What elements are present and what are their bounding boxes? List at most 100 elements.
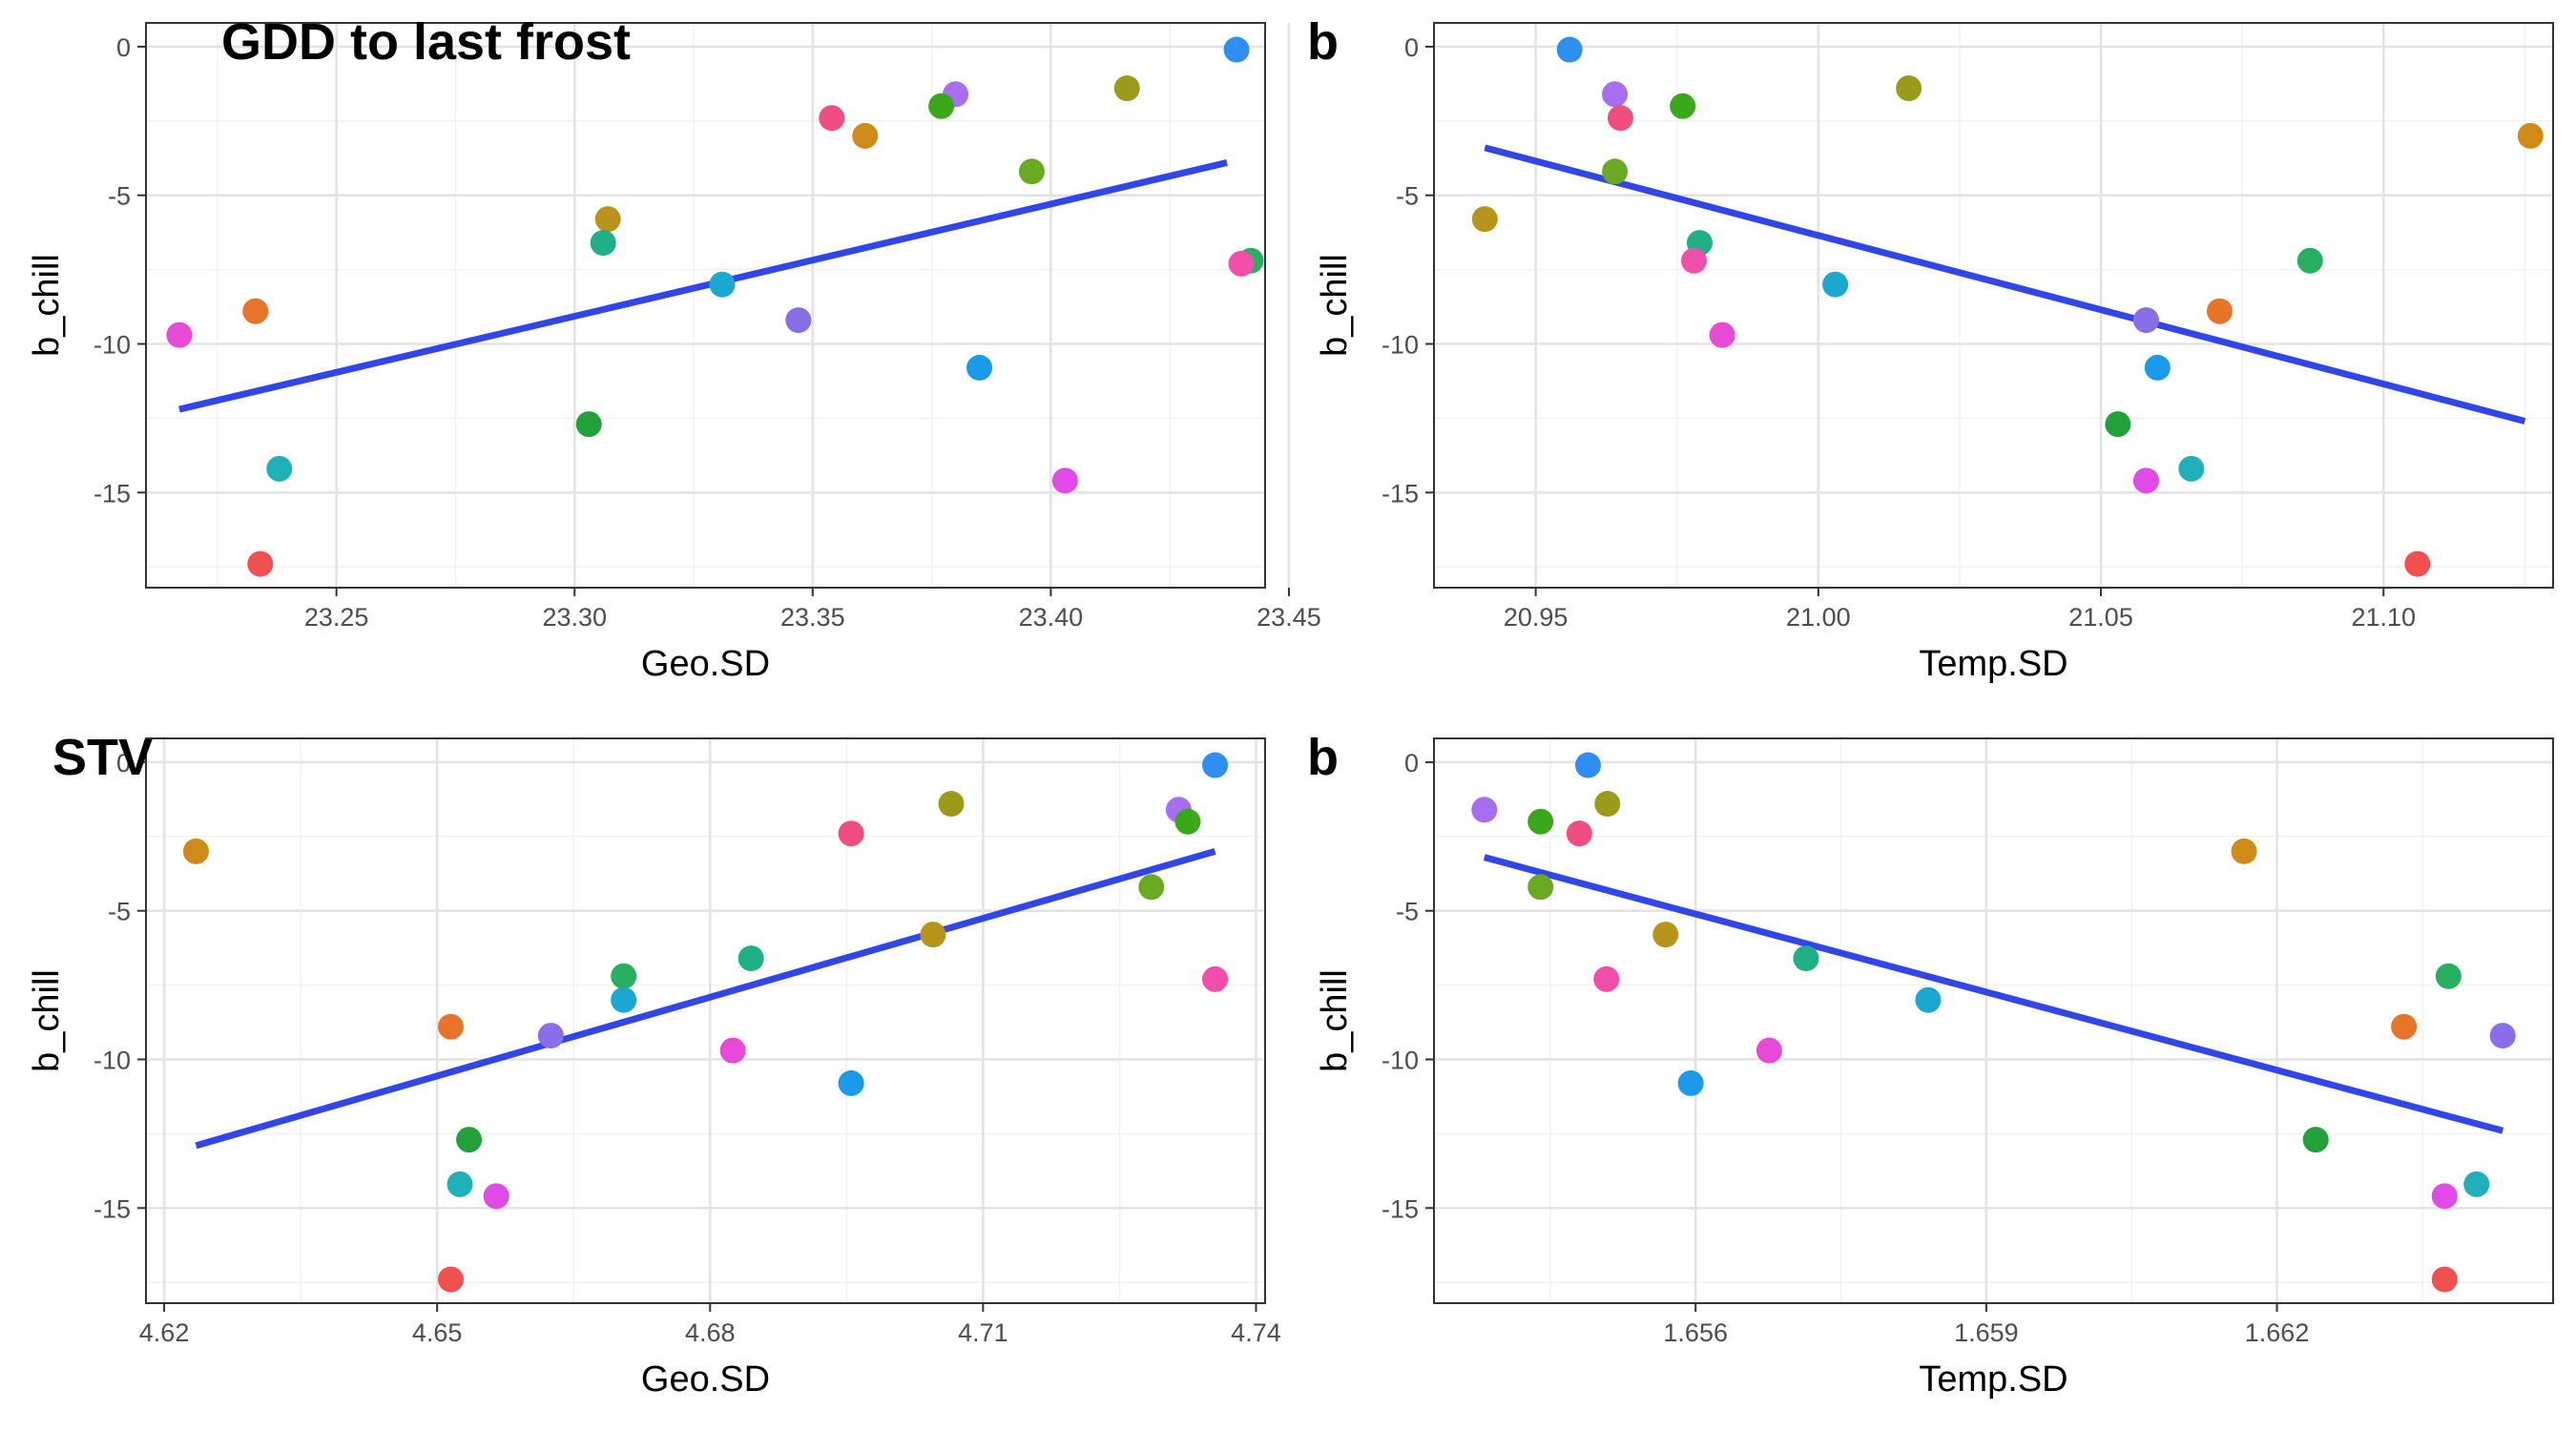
data-point <box>456 1127 483 1153</box>
x-tick-label: 4.71 <box>958 1318 1008 1347</box>
y-tick-label: 0 <box>1404 33 1419 62</box>
y-tick-label: -15 <box>93 1194 131 1223</box>
x-tick-label: 23.45 <box>1257 603 1321 632</box>
data-point <box>1681 247 1708 274</box>
data-point <box>928 93 955 119</box>
data-point <box>2489 1023 2516 1049</box>
data-point <box>852 122 879 149</box>
data-point <box>611 986 637 1013</box>
data-point <box>1223 36 1250 63</box>
panel-tag: STV <box>52 729 153 786</box>
data-point <box>1556 36 1583 63</box>
data-point <box>182 838 209 864</box>
data-point <box>1652 922 1679 948</box>
y-tick-label: -15 <box>1381 1194 1419 1223</box>
regression-line <box>1483 854 2504 1134</box>
data-point <box>611 963 637 989</box>
y-tick-label: -5 <box>108 898 131 926</box>
data-point <box>1593 965 1620 992</box>
data-point <box>1896 75 1922 102</box>
y-tick-label: -15 <box>1381 479 1419 508</box>
data-point <box>242 298 269 324</box>
x-tick-label: 23.35 <box>780 603 845 632</box>
panel-border <box>145 737 1266 1304</box>
chart-panel-1: 23.25 23.30 23.35 23.40 23.45 0 -5 -10 -15 Geo.SD… <box>27 13 1321 684</box>
y-tick-label: -10 <box>93 1047 131 1075</box>
data-point <box>2431 1266 2458 1293</box>
x-tick-label: 23.25 <box>304 603 369 632</box>
regression-line <box>178 159 1228 413</box>
data-point <box>1527 874 1554 901</box>
data-point <box>2391 1013 2418 1040</box>
data-point <box>2206 298 2233 324</box>
data-point <box>2296 247 2323 274</box>
x-axis-title: Temp.SD <box>1919 1359 2067 1400</box>
data-point <box>938 791 965 818</box>
data-point <box>1602 158 1629 185</box>
y-tick-label: 0 <box>116 749 131 778</box>
data-point <box>838 820 864 847</box>
panel-tag: b <box>1307 13 1339 71</box>
data-point <box>1574 752 1601 778</box>
x-axis-title: Geo.SD <box>641 1359 770 1400</box>
x-tick-label: 21.00 <box>1786 603 1851 632</box>
data-point <box>1113 75 1140 102</box>
data-point <box>594 206 621 233</box>
y-tick-label: -10 <box>1381 1047 1419 1075</box>
data-point <box>1471 797 1498 823</box>
regression-line <box>1484 144 2526 425</box>
data-point <box>2144 354 2171 381</box>
data-point <box>1915 986 1942 1013</box>
data-point <box>1051 467 1078 494</box>
data-point <box>1228 250 1255 277</box>
panel-border <box>1433 22 2554 589</box>
x-tick-label: 23.30 <box>542 603 607 632</box>
data-point <box>2404 550 2431 577</box>
panel-border <box>145 22 1266 589</box>
data-point <box>447 1171 473 1197</box>
data-point <box>2231 838 2257 864</box>
regression-line <box>195 848 1216 1150</box>
data-point <box>1793 945 1819 972</box>
x-tick-label: 1.662 <box>2245 1318 2310 1347</box>
data-point <box>1755 1037 1782 1064</box>
data-point <box>247 550 274 577</box>
x-tick-label: 20.95 <box>1504 603 1568 632</box>
data-point <box>1566 820 1592 847</box>
data-point <box>819 105 845 132</box>
x-tick-label: 1.659 <box>1954 1318 2019 1347</box>
x-tick-label: 4.68 <box>685 1318 736 1347</box>
data-point <box>2435 963 2462 989</box>
data-point <box>2178 455 2205 482</box>
y-tick-label: -15 <box>93 479 131 508</box>
data-point <box>1670 93 1696 119</box>
data-point <box>266 455 293 482</box>
data-point <box>1202 965 1229 992</box>
chart-panel-2: 20.95 21.00 21.05 21.10 0 -5 -10 -15 Temp.SD b_ch… <box>1307 13 2554 684</box>
data-point <box>737 945 764 972</box>
data-point <box>590 230 616 257</box>
x-tick-label: 4.65 <box>412 1318 463 1347</box>
x-tick-label: 21.10 <box>2351 603 2416 632</box>
data-point <box>1174 808 1201 835</box>
data-point <box>437 1266 464 1293</box>
data-point <box>1709 321 1735 348</box>
x-tick-label: 21.05 <box>2068 603 2133 632</box>
x-axis-title: Geo.SD <box>641 644 770 684</box>
chart-panel-3: 4.62 4.65 4.68 4.71 4.74 0 -5 -10 -15 Geo.SD b_chi… <box>27 729 1281 1400</box>
y-tick-label: -10 <box>93 331 131 360</box>
data-point <box>2132 467 2159 494</box>
panel-background <box>1434 738 2553 1303</box>
chart-panel-4: 1.656 1.659 1.662 0 -5 -10 -15 Temp.SD b_chill b <box>1307 729 2554 1400</box>
data-point <box>2431 1183 2458 1210</box>
panel-tag: b <box>1307 729 1339 786</box>
data-point <box>1018 158 1045 185</box>
y-axis-title: b_chill <box>27 969 67 1072</box>
data-point <box>709 271 736 298</box>
x-tick-label: 4.74 <box>1231 1318 1281 1347</box>
data-point <box>575 411 602 438</box>
data-point <box>1527 808 1554 835</box>
data-point <box>2302 1127 2329 1153</box>
x-axis-title: Temp.SD <box>1919 644 2067 684</box>
data-point <box>1608 105 1633 132</box>
